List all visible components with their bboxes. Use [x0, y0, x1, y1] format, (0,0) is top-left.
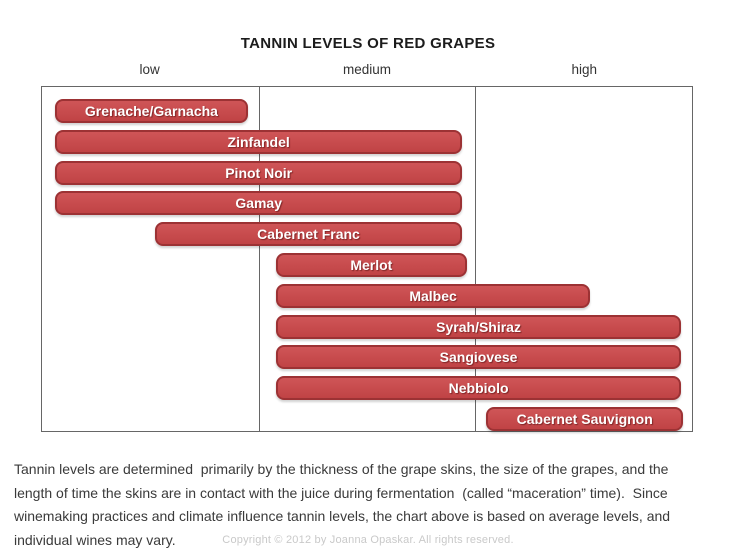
grape-bar-label: Merlot	[350, 257, 393, 273]
description-line: length of time the skins are in contact …	[14, 484, 668, 501]
grape-bar: Pinot Noir	[55, 160, 463, 185]
grape-bar-label: Nebbiolo	[448, 380, 509, 397]
grape-bar: Zinfandel	[55, 129, 463, 154]
grape-bar: Cabernet Sauvignon	[486, 407, 684, 431]
axis-label-high: high	[571, 62, 598, 77]
description-line: individual wines may vary.	[14, 531, 176, 548]
chart-plot-area: Grenache/Garnacha Zinfandel Pinot Noir Gama…	[41, 86, 693, 432]
grape-bar-label: Cabernet Franc	[257, 226, 360, 243]
grape-bar: Nebbiolo	[276, 376, 682, 401]
grape-bar: Merlot	[276, 253, 467, 277]
grape-bar: Syrah/Shiraz	[276, 314, 682, 339]
section-divider-medium-high	[475, 87, 477, 431]
grape-bar: Grenache/Garnacha	[55, 99, 248, 123]
grape-bar-label: Syrah/Shiraz	[436, 318, 521, 335]
description-line: winemaking practices and climate influen…	[14, 508, 671, 524]
grape-bar-label: Grenache/Garnacha	[84, 103, 218, 119]
copyright-notice: Copyright © 2012 by Joanna Opaskar. All …	[222, 534, 514, 546]
section-divider-low-medium	[258, 87, 260, 431]
description-paragraph: Tannin levels are determined primarily b…	[14, 458, 728, 552]
grape-bar: Malbec	[276, 283, 591, 308]
grape-bar-label: Zinfandel	[227, 133, 290, 150]
grape-bar-label: Pinot Noir	[225, 164, 293, 181]
grape-bar-label: Gamay	[235, 195, 283, 212]
grape-bar-label: Malbec	[409, 287, 457, 304]
axis-label-low: low	[139, 62, 160, 77]
grape-bar: Gamay	[55, 191, 463, 216]
grape-bar-label: Cabernet Sauvignon	[516, 411, 653, 427]
axis-label-medium: medium	[342, 62, 391, 77]
tannin-level-axis: low medium high	[41, 62, 693, 82]
chart-title: TANNIN LEVELS OF RED GRAPES	[240, 35, 496, 52]
grape-bar: Sangiovese	[276, 345, 682, 370]
grape-bar-label: Sangiovese	[439, 349, 518, 366]
grape-bar: Cabernet Franc	[154, 222, 463, 247]
description-line: Tannin levels are determined primarily b…	[14, 461, 669, 477]
